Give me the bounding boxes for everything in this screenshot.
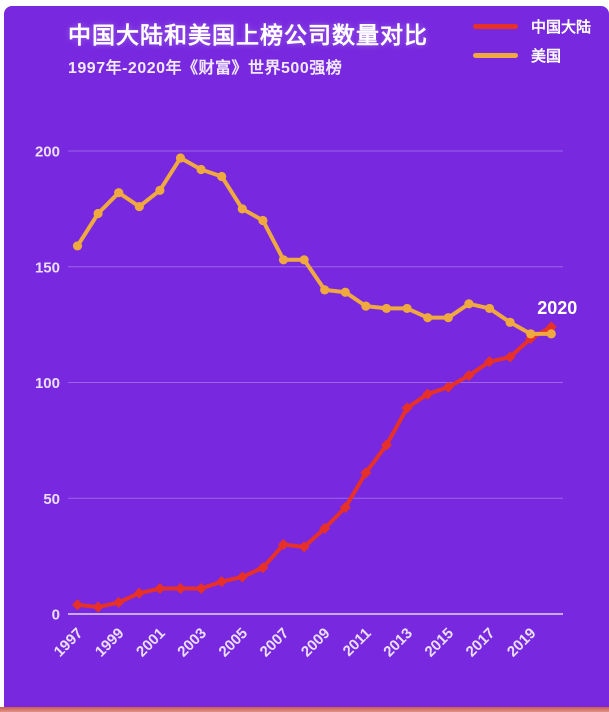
china-marker xyxy=(257,562,269,574)
usa-line-swatch-icon xyxy=(472,53,518,58)
x-tick-label: 2015 xyxy=(422,625,458,661)
usa-marker xyxy=(443,313,453,323)
china-marker xyxy=(278,539,289,551)
y-tick-label: 50 xyxy=(43,491,60,508)
usa-marker xyxy=(361,301,371,311)
x-tick-label: 1997 xyxy=(51,625,87,661)
china-marker xyxy=(504,351,516,363)
china-marker xyxy=(381,439,392,451)
china-marker xyxy=(154,583,166,595)
china-marker xyxy=(195,583,207,595)
x-tick-label: 2019 xyxy=(504,625,540,661)
usa-marker xyxy=(299,255,309,265)
china-marker xyxy=(175,583,186,595)
chart-title: 中国大陆和美国上榜公司数量对比 xyxy=(68,22,428,48)
usa-marker xyxy=(72,241,83,251)
usa-marker xyxy=(402,303,412,314)
china-marker xyxy=(484,356,495,368)
x-tick-label: 2013 xyxy=(380,625,416,661)
annotation-2020: 2020 xyxy=(537,298,577,318)
bottom-strip xyxy=(0,707,609,712)
legend: 中国大陆 美国 xyxy=(472,17,591,65)
legend-item-usa: 美国 xyxy=(472,46,591,65)
usa-marker xyxy=(423,313,433,323)
y-tick-label: 0 xyxy=(52,607,60,624)
usa-marker xyxy=(320,285,330,295)
usa-marker xyxy=(278,255,289,265)
legend-label-usa: 美国 xyxy=(530,48,561,65)
usa-marker xyxy=(196,164,206,175)
china-marker xyxy=(92,601,104,613)
china-marker xyxy=(72,599,83,611)
usa-marker xyxy=(546,329,556,339)
china-line-swatch-icon xyxy=(472,24,518,29)
china-marker xyxy=(463,370,475,382)
chart-subtitle: 1997年-2020年《财富》世界500强榜 xyxy=(68,60,343,77)
china-marker xyxy=(319,522,331,534)
usa-marker xyxy=(217,171,227,182)
y-tick-label: 200 xyxy=(35,144,60,161)
usa-marker xyxy=(237,204,247,214)
china-marker xyxy=(545,321,557,333)
china-marker xyxy=(401,402,413,414)
china-marker xyxy=(236,571,248,583)
x-tick-label: 2003 xyxy=(174,625,210,661)
china-marker xyxy=(113,596,125,608)
usa-marker xyxy=(258,215,268,226)
x-tick-label: 2005 xyxy=(216,625,252,661)
china-marker xyxy=(339,502,351,514)
china-marker xyxy=(442,381,454,393)
usa-marker xyxy=(175,153,186,163)
x-tick-label: 2017 xyxy=(463,625,499,661)
y-tick-label: 150 xyxy=(35,259,60,276)
usa-marker xyxy=(381,303,392,314)
x-tick-label: 2001 xyxy=(133,625,169,661)
usa-marker xyxy=(505,317,515,327)
china-marker xyxy=(133,587,145,599)
china-marker xyxy=(216,576,228,588)
usa-marker xyxy=(155,185,165,195)
usa-marker xyxy=(114,188,124,198)
usa-marker xyxy=(526,329,536,339)
china-marker xyxy=(360,467,372,479)
usa-marker xyxy=(93,208,103,219)
china-marker xyxy=(298,541,310,553)
usa-marker xyxy=(464,299,474,309)
x-tick-label: 2011 xyxy=(340,625,375,660)
usa-marker xyxy=(134,201,144,212)
x-tick-label: 2009 xyxy=(298,625,334,661)
x-tick-label: 2007 xyxy=(257,625,293,661)
usa-marker xyxy=(484,303,495,314)
china-marker xyxy=(422,388,434,400)
y-tick-label: 100 xyxy=(35,375,60,392)
china-line xyxy=(75,324,554,610)
legend-item-china: 中国大陆 xyxy=(472,17,591,36)
usa-marker xyxy=(340,287,350,297)
legend-label-china: 中国大陆 xyxy=(530,19,591,36)
x-tick-label: 1999 xyxy=(92,625,128,661)
usa-line xyxy=(75,155,554,336)
